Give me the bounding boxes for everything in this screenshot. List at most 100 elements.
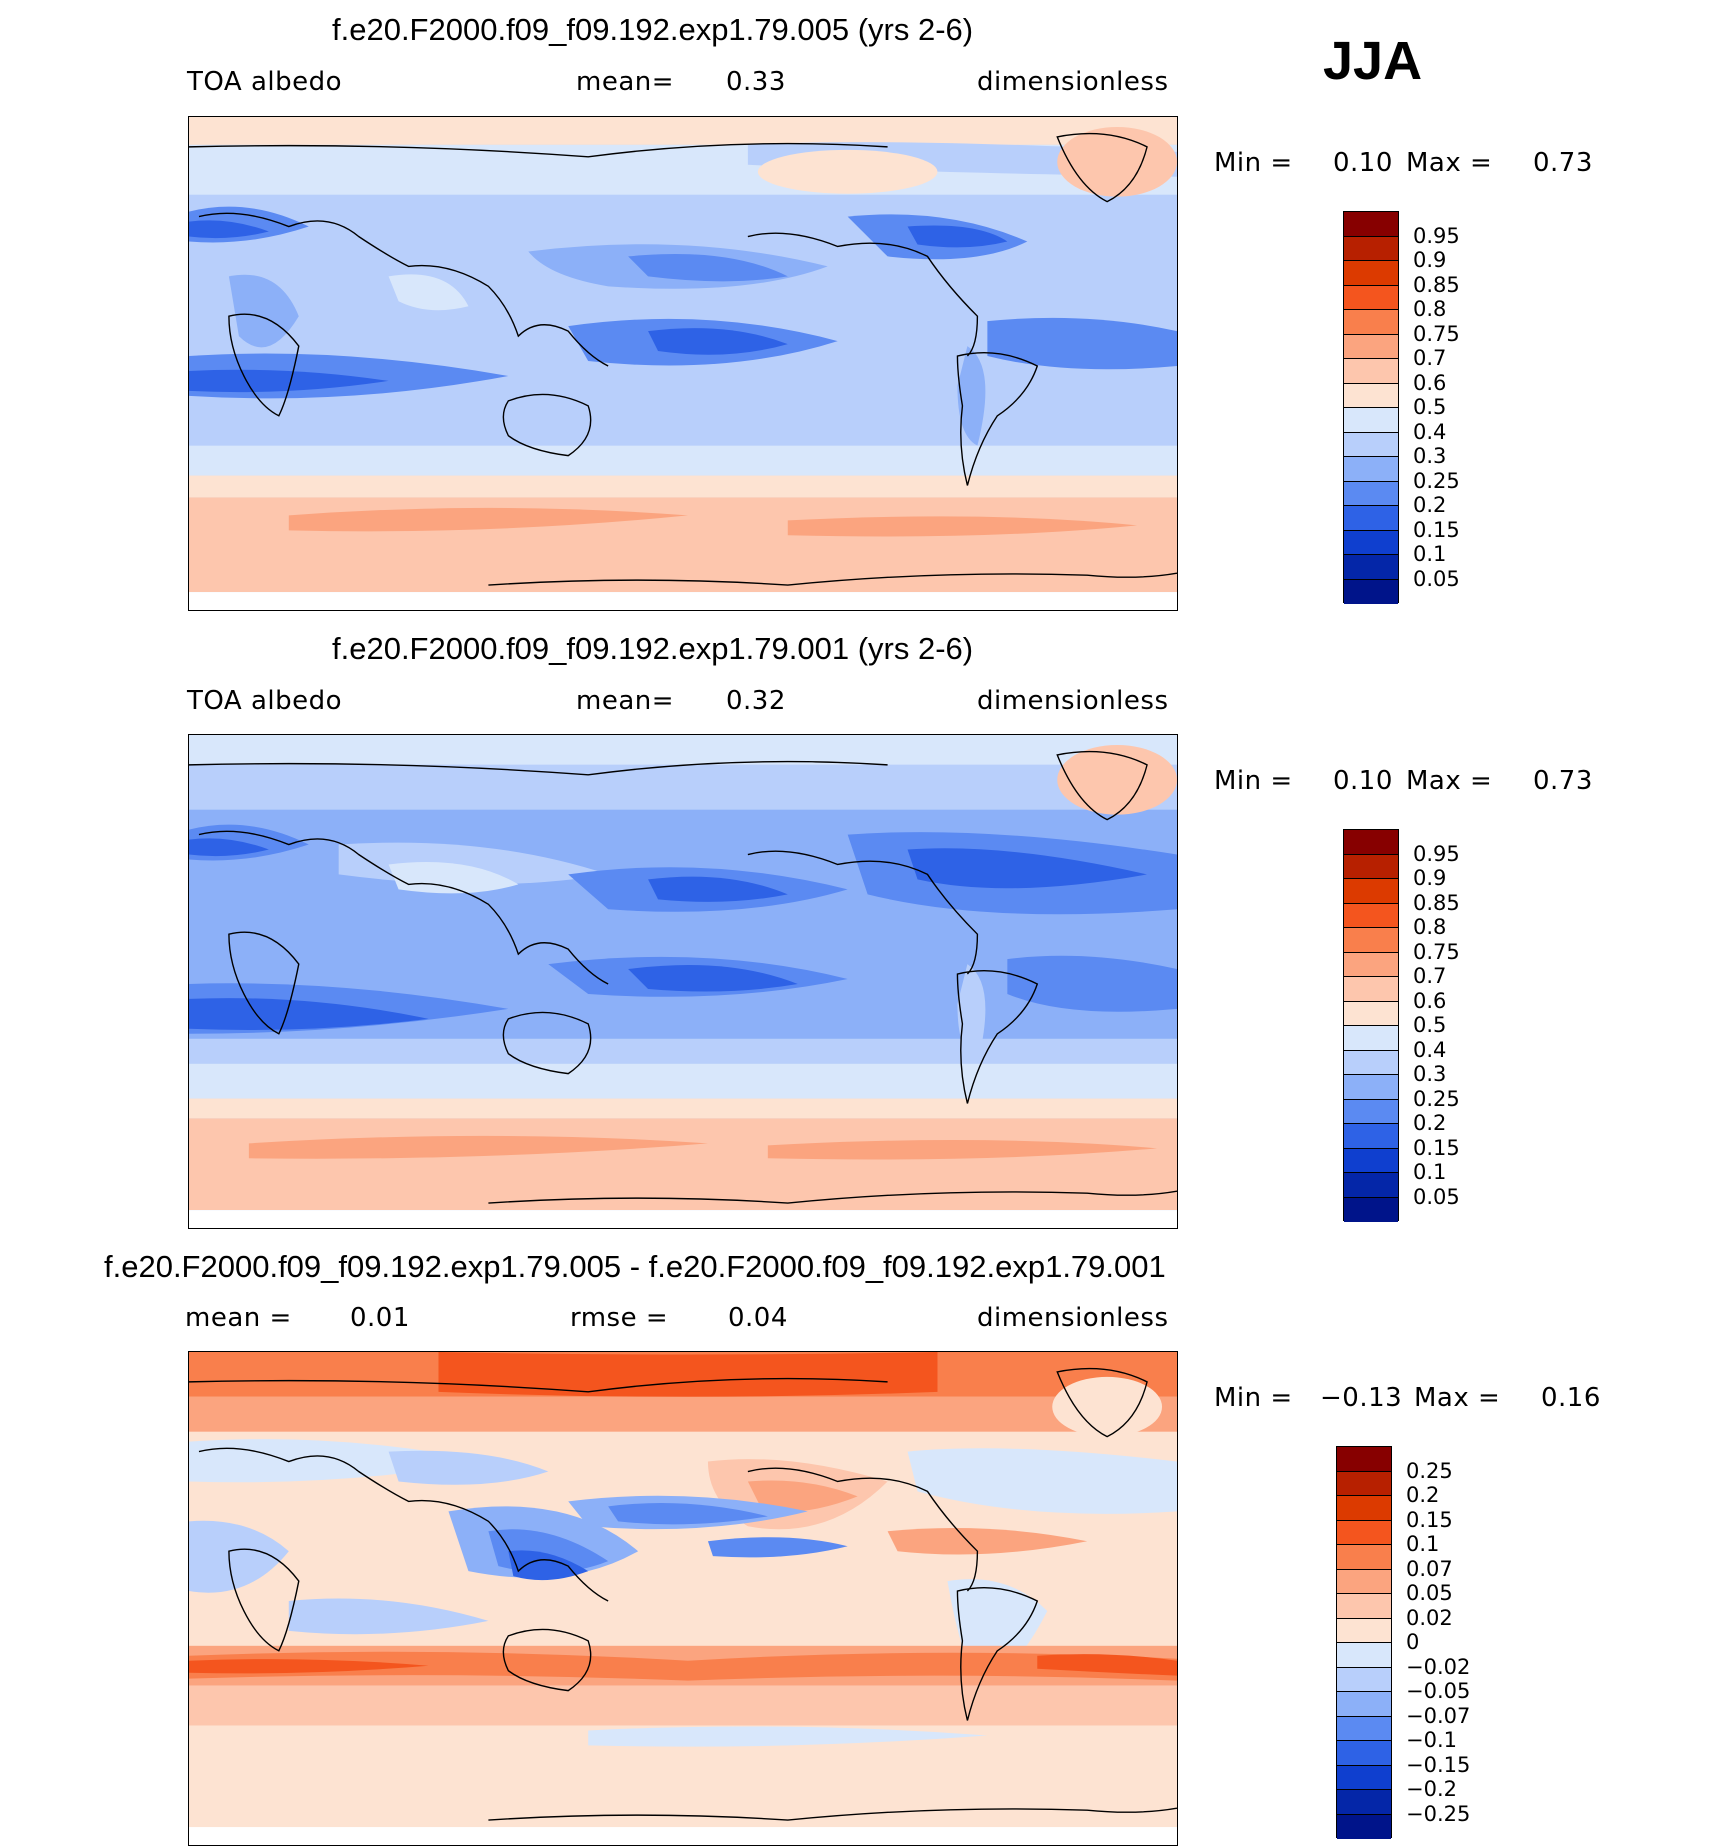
panel1-unit-label: dimensionless: [977, 67, 1169, 97]
colorbar-tick-label: 0.5: [1413, 395, 1447, 419]
panel2-min-label: Min =: [1214, 766, 1293, 796]
panel2-max-label: Max =: [1406, 766, 1493, 796]
colorbar-segment: [1344, 481, 1398, 506]
colorbar-tick-label: 0.1: [1413, 542, 1447, 566]
panel2-map: [188, 734, 1178, 1229]
colorbar-tick-label: 0.05: [1413, 566, 1460, 591]
colorbar-tick-label: −0.1: [1406, 1728, 1457, 1752]
colorbar-tick-label: 0.15: [1413, 1135, 1460, 1160]
colorbar-tick-label: 0.3: [1413, 1062, 1447, 1086]
colorbar-segment: [1344, 359, 1398, 384]
colorbar-segment: [1344, 1050, 1398, 1075]
colorbar-segment: [1337, 1618, 1391, 1643]
colorbar-segment: [1344, 334, 1398, 359]
panel2-unit-label: dimensionless: [977, 686, 1169, 716]
colorbar-segment: [1344, 432, 1398, 457]
colorbar-tick-label: 0.5: [1413, 1013, 1447, 1037]
colorbar-segment: [1344, 579, 1398, 604]
colorbar-tick-label: 0.9: [1413, 866, 1447, 890]
panel3-rmse-value: 0.04: [728, 1303, 788, 1333]
panel2-mean-label: mean=: [576, 686, 675, 716]
panel1-max-label: Max =: [1406, 148, 1493, 178]
colorbar-box: [1336, 1446, 1392, 1839]
colorbar-segment: [1344, 977, 1398, 1002]
panel2-variable-label: TOA albedo: [187, 686, 343, 716]
colorbar-tick-label: 0.8: [1413, 297, 1447, 321]
colorbar-tick-label: 0.2: [1413, 1111, 1447, 1135]
colorbar-segment: [1344, 1075, 1398, 1100]
colorbar-tick-label: 0.4: [1413, 1037, 1447, 1062]
colorbar-tick-label: 0.95: [1413, 841, 1460, 866]
colorbar-tick-label: −0.25: [1406, 1801, 1471, 1826]
colorbar-tick-label: 0.6: [1413, 988, 1447, 1013]
panel3-max-value: 0.16: [1541, 1383, 1601, 1413]
colorbar-tick-label: 0.05: [1406, 1581, 1453, 1605]
colorbar-segment: [1344, 830, 1398, 855]
colorbar-segment: [1344, 1124, 1398, 1149]
panel1-mean-label: mean=: [576, 67, 675, 97]
colorbar-segment: [1337, 1692, 1391, 1717]
panel3-title: f.e20.F2000.f09_f09.192.exp1.79.005 - f.…: [104, 1249, 1166, 1284]
colorbar-segment: [1344, 1001, 1398, 1026]
panel2-max-value: 0.73: [1533, 766, 1593, 796]
colorbar-segment: [1337, 1716, 1391, 1741]
season-label: JJA: [1323, 31, 1423, 91]
panel2-min-value: 0.10: [1333, 766, 1393, 796]
colorbar-segment: [1344, 236, 1398, 261]
colorbar-tick-label: 0: [1406, 1630, 1420, 1654]
colorbar-segment: [1337, 1790, 1391, 1815]
colorbar-tick-label: −0.2: [1406, 1777, 1457, 1801]
colorbar-tick-label: 0.25: [1406, 1458, 1453, 1483]
panel3-rmse-label: rmse =: [570, 1303, 669, 1333]
colorbar-tick-label: 0.85: [1413, 890, 1460, 915]
colorbar-segment: [1344, 457, 1398, 482]
panel1-max-value: 0.73: [1533, 148, 1593, 178]
colorbar-tick-label: 0.75: [1413, 939, 1460, 964]
panel2-mean-value: 0.32: [726, 686, 786, 716]
panel1-title: f.e20.F2000.f09_f09.192.exp1.79.005 (yrs…: [332, 12, 974, 47]
panel3-min-value: −0.13: [1320, 1383, 1403, 1413]
colorbar-segment: [1344, 854, 1398, 879]
panel2-colorbar: 0.95 0.9 0.85 0.8 0.75 0.7 0.6 0.5 0.4 0.3 0.25 0.2…: [1343, 829, 1463, 1222]
colorbar-segment: [1337, 1569, 1391, 1594]
colorbar-tick-label: 0.05: [1413, 1184, 1460, 1209]
panel3-max-label: Max =: [1414, 1383, 1501, 1413]
colorbar-segment: [1344, 506, 1398, 531]
colorbar-segment: [1344, 879, 1398, 904]
colorbar-box: [1343, 211, 1399, 604]
colorbar-tick-label: 0.2: [1413, 493, 1447, 517]
colorbar-tick-label: 0.1: [1413, 1160, 1447, 1184]
panel3-colorbar: 0.25 0.2 0.15 0.1 0.07 0.05 0.02 0 −0.02 −0.05 −0.…: [1336, 1446, 1470, 1839]
panel3-min-label: Min =: [1214, 1383, 1293, 1413]
colorbar-tick-label: −0.02: [1406, 1654, 1471, 1679]
colorbar-segment: [1344, 1148, 1398, 1173]
colorbar-segment: [1344, 1173, 1398, 1198]
colorbar-segment: [1344, 555, 1398, 580]
colorbar-tick-label: 0.2: [1406, 1483, 1440, 1507]
colorbar-segment: [1337, 1545, 1391, 1570]
panel1-min-label: Min =: [1214, 148, 1293, 178]
colorbar-tick-label: 0.25: [1413, 468, 1460, 493]
colorbar-segment: [1337, 1667, 1391, 1692]
colorbar-tick-label: 0.3: [1413, 444, 1447, 468]
colorbar-segment: [1337, 1741, 1391, 1766]
colorbar-segment: [1337, 1594, 1391, 1619]
colorbar-tick-label: 0.07: [1406, 1556, 1453, 1581]
panel3-unit-label: dimensionless: [977, 1303, 1169, 1333]
panel3-mean-value: 0.01: [350, 1303, 410, 1333]
colorbar-segment: [1337, 1471, 1391, 1496]
colorbar-tick-label: 0.15: [1413, 517, 1460, 542]
colorbar-tick-label: 0.9: [1413, 248, 1447, 272]
colorbar-tick-label: 0.95: [1413, 223, 1460, 248]
colorbar-segment: [1344, 383, 1398, 408]
colorbar-tick-label: 0.8: [1413, 915, 1447, 939]
panel1-variable-label: TOA albedo: [187, 67, 343, 97]
colorbar-segment: [1337, 1643, 1391, 1668]
panel3-mean-label: mean =: [185, 1303, 292, 1333]
colorbar-tick-label: 0.4: [1413, 419, 1447, 444]
colorbar-segment: [1344, 310, 1398, 335]
colorbar-segment: [1337, 1447, 1391, 1472]
colorbar-segment: [1344, 530, 1398, 555]
colorbar-tick-label: 0.25: [1413, 1086, 1460, 1111]
panel3-map: [188, 1351, 1178, 1846]
